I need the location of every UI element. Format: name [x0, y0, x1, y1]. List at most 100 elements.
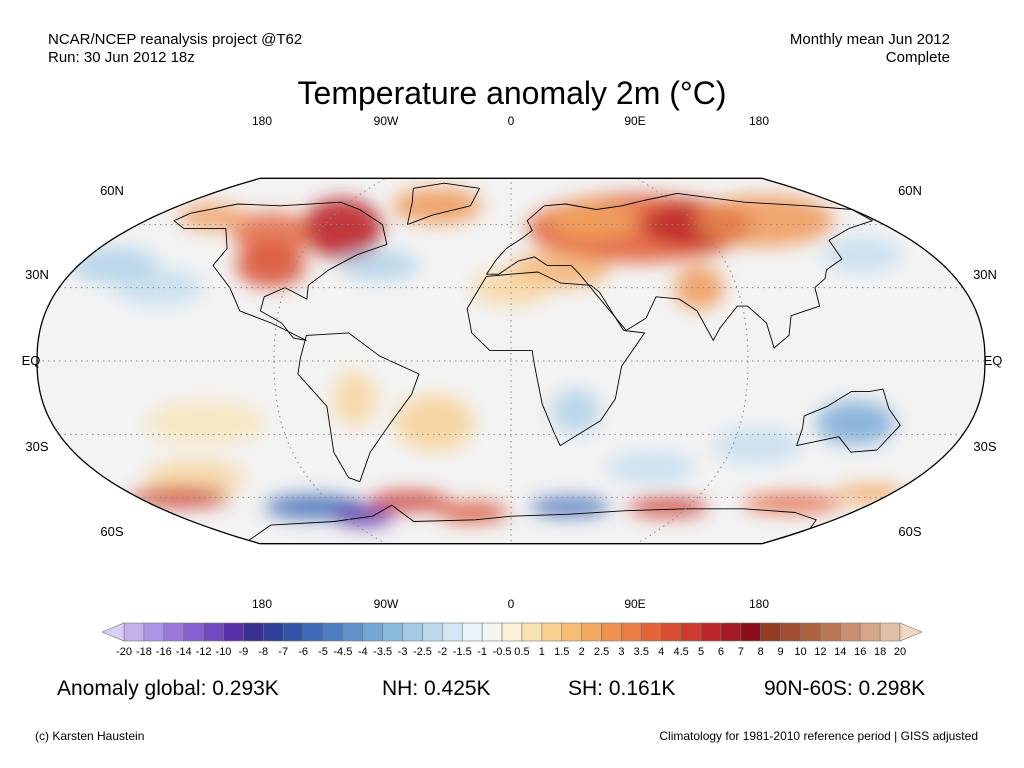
colorbar-cell [700, 622, 722, 642]
anomaly-patch [232, 212, 313, 257]
colorbar-tick: 0.5 [514, 646, 529, 658]
lon-label-bottom-5: 180 [749, 597, 769, 611]
anomaly-patch [235, 243, 306, 288]
colorbar-cell [262, 622, 284, 642]
anomaly-patch [332, 371, 377, 427]
colorbar-tick: 20 [894, 646, 906, 658]
colorbar-cell [840, 622, 861, 642]
colorbar-cell [362, 622, 383, 642]
lon-label-top-3: 0 [508, 114, 515, 128]
colorbar-tick: 12 [814, 646, 826, 658]
run-info: Run: 30 Jun 2012 18z [48, 49, 195, 66]
anomaly-patch [628, 496, 709, 517]
colorbar-cell [521, 622, 543, 642]
colorbar-cell [322, 622, 344, 642]
anomaly-patch [529, 496, 610, 517]
anomaly-shading [69, 187, 906, 527]
anomaly-patch [547, 202, 638, 239]
anomaly-patch [742, 493, 843, 514]
coastline [796, 388, 901, 453]
colorbar-cell [541, 622, 563, 642]
colorbar-tick: 3 [618, 646, 624, 658]
lon-label-bottom-3: 0 [508, 597, 515, 611]
coastline [486, 192, 873, 349]
colorbar-cell [461, 622, 483, 642]
colorbar-tick: -1 [477, 646, 487, 658]
colorbar-tick: 18 [874, 646, 886, 658]
lat-label-left-3: EQ [22, 353, 41, 368]
colorbar-tick: -10 [216, 646, 232, 658]
colorbar-cell [740, 622, 762, 642]
colorbar-cell [422, 622, 443, 642]
anomaly-patch [178, 202, 248, 231]
lat-label-right-1: 60N [898, 183, 922, 198]
colorbar-cell [879, 622, 901, 642]
anomaly-patch [821, 236, 902, 273]
colorbar-cell [282, 622, 304, 642]
lat-label-right-4: 30S [973, 439, 996, 454]
lon-label-top-4: 90E [624, 114, 645, 128]
colorbar-cell [561, 622, 582, 642]
colorbar-cell [859, 622, 881, 642]
colorbar-cell [302, 622, 324, 642]
colorbar-tick: 6 [718, 646, 724, 658]
colorbar-tick: -1.5 [453, 646, 472, 658]
colorbar-tick: -3 [398, 646, 408, 658]
colorbar-cell [660, 622, 682, 642]
lon-label-bottom-4: 90E [624, 597, 645, 611]
colorbar-cell [402, 622, 423, 642]
colorbar-tick: 2 [579, 646, 585, 658]
lon-label-bottom-1: 180 [252, 597, 272, 611]
colorbar-tick: -0.5 [493, 646, 512, 658]
global-anomaly: Anomaly global: 0.293K [57, 677, 279, 700]
colorbar-cell [780, 622, 801, 642]
colorbar-tick: -20 [116, 646, 132, 658]
anomaly-patch [392, 187, 483, 224]
colorbar-cell [621, 622, 642, 642]
lat-label-left-2: 30N [25, 267, 49, 282]
colorbar-tick: -4.5 [333, 646, 352, 658]
colorbar-cell [760, 622, 781, 642]
anomaly-patch [302, 198, 382, 259]
colorbar-tick: 2.5 [594, 646, 609, 658]
colorbar-tick: -18 [136, 646, 152, 658]
colorbar-cell [143, 622, 165, 642]
anomaly-patch [438, 502, 509, 523]
coastline [173, 201, 388, 341]
colorbar-tick: 14 [834, 646, 846, 658]
colorbar-tick: -8 [258, 646, 268, 658]
colorbar-cell [442, 622, 463, 642]
colorbar-cell [243, 622, 264, 642]
colorbar-cell [601, 622, 622, 642]
lat-label-left-1: 60N [100, 183, 124, 198]
colorbar-tick: -2.5 [413, 646, 432, 658]
lat-label-right-2: 30N [973, 267, 997, 282]
colorbar-tick: 16 [854, 646, 866, 658]
colorbar-tick: -6 [298, 646, 308, 658]
colorbar-tick: -5 [318, 646, 328, 658]
model-info: NCAR/NCEP reanalysis project @T62 Run: 3… [48, 31, 302, 67]
map-frame [36, 177, 986, 545]
lat-label-left-4: 30S [25, 439, 48, 454]
colorbar-tick: 9 [778, 646, 784, 658]
anomaly-patch [338, 250, 419, 281]
colorbar-cells [123, 622, 901, 642]
colorbar-cell [800, 622, 821, 642]
colorbar-tick: 10 [794, 646, 806, 658]
period-info: Monthly mean Jun 2012 Complete [790, 31, 950, 67]
colorbar-cell [382, 622, 403, 642]
colorbar-cell [820, 622, 841, 642]
longitude-labels: 180 90W 0 90E 180 180 90W 0 90E 180 [252, 114, 769, 611]
anomaly-patch [712, 427, 803, 464]
lat-label-left-5: 60S [100, 524, 123, 539]
colorbar-tick: 1.5 [554, 646, 569, 658]
anomaly-patch [674, 265, 725, 310]
map-title: Temperature anomaly 2m (°C) [297, 75, 727, 111]
completeness-label: Complete [885, 49, 950, 66]
anomaly-patch [333, 506, 394, 527]
colorbar-tick: -16 [156, 646, 172, 658]
colorbar-tick: 8 [758, 646, 764, 658]
colorbar-tick: -7 [278, 646, 288, 658]
